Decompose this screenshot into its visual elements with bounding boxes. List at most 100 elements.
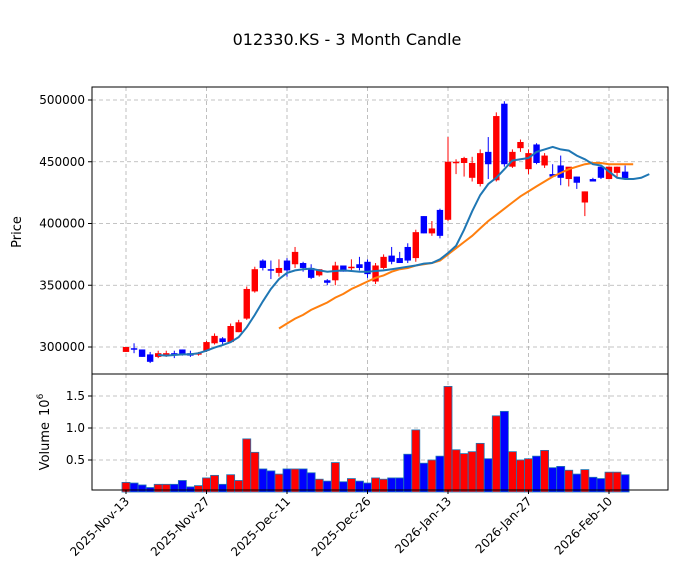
candle-body-up (412, 232, 419, 259)
candle-body-up (227, 326, 234, 343)
candle-body-up (211, 335, 218, 344)
volume-bar (177, 480, 187, 493)
candle-body-down (557, 165, 564, 178)
x-tick-label: 2025-Dec-26 (309, 494, 374, 559)
volume-tick-label: 1.0 (66, 421, 85, 435)
candle-body-up (477, 153, 484, 184)
candle-body-down (179, 349, 186, 355)
candle-body-up (468, 162, 476, 178)
candle-body-down (501, 103, 508, 165)
candle-body-down (396, 258, 403, 264)
volume-bar (169, 483, 179, 493)
volume-bar (467, 451, 477, 493)
candle-body-up (605, 166, 613, 180)
candle-body-up (316, 269, 323, 276)
candle-body-down (138, 349, 146, 357)
candle-body-up (565, 166, 572, 180)
volume-bar (306, 472, 316, 493)
volume-bar (499, 410, 509, 493)
volume-bar (524, 458, 533, 493)
volume-bars (121, 385, 630, 493)
volume-bar (330, 462, 340, 493)
volume-bar (516, 459, 525, 493)
volume-bar (620, 474, 630, 493)
volume-bar (274, 473, 284, 493)
candle-body-down (364, 261, 371, 275)
candle-body-down (621, 171, 629, 180)
volume-bar (210, 474, 219, 493)
candle-body-up (163, 353, 170, 355)
volume-bar (129, 482, 139, 493)
volume-tick-label: 0.5 (66, 453, 85, 467)
volume-bar (483, 458, 493, 493)
volume-bar (507, 451, 517, 493)
moving-average-long-line (278, 162, 634, 330)
volume-bar (604, 471, 614, 493)
x-tick-label: 2026-Feb-10 (552, 494, 615, 557)
candle-body-down (307, 267, 315, 278)
volume-axis-label: Volume106 (36, 393, 53, 470)
volume-bar (218, 483, 228, 493)
candle-body-down (356, 264, 363, 268)
candle-body-down (283, 260, 291, 271)
candle-body-up (460, 158, 468, 163)
candle-body-up (541, 155, 548, 166)
volume-bar (137, 484, 147, 493)
candle-body-down (299, 263, 307, 268)
candle-body-down (267, 269, 275, 271)
chart-title: 012330.KS - 3 Month Candle (233, 30, 462, 49)
x-tick-label: 2025-Nov-13 (67, 494, 132, 559)
price-tick-label: 500000 (39, 93, 85, 107)
volume-bar (491, 415, 501, 493)
volume-bar (250, 451, 260, 493)
candle-body-up (251, 269, 258, 292)
x-tick-label: 2026-Jan-13 (392, 494, 454, 556)
candle-body-down (171, 353, 178, 355)
candle-body-down (259, 260, 267, 268)
price-panel-frame (91, 86, 669, 375)
candle-body-up (235, 322, 242, 333)
candle-body-up (517, 141, 524, 149)
candle-body-down (533, 144, 540, 163)
price-y-axis: 300000 350000 400000 450000 500000 (39, 93, 92, 354)
volume-panel: 0.5 1.0 1.5 Volume106 (36, 373, 669, 493)
candle-body-up (509, 151, 516, 167)
candles (122, 101, 629, 364)
candle-body-down (436, 209, 444, 236)
volume-bar (282, 468, 292, 493)
candle-body-up (372, 265, 379, 282)
price-panel: 300000 350000 400000 450000 500000 Price (10, 86, 669, 375)
volume-bar (580, 469, 590, 493)
volume-bar (540, 449, 549, 493)
volume-bar (153, 483, 163, 493)
candle-body-down (420, 216, 428, 234)
volume-bar (419, 462, 429, 493)
candle-body-up (122, 347, 130, 352)
volume-bar (612, 471, 622, 493)
price-gridlines (92, 87, 668, 374)
candle-body-up (444, 161, 452, 220)
candle-body-up (428, 228, 436, 234)
candle-body-up (581, 191, 589, 203)
moving-average-short-line (158, 145, 650, 357)
candle-body-up (525, 153, 532, 170)
candle-body-down (485, 151, 492, 165)
price-tick-label: 400000 (39, 217, 85, 231)
volume-bar (451, 449, 461, 493)
candle-body-down (324, 280, 331, 283)
x-tick-label: 2025-Nov-27 (148, 494, 213, 559)
candle-body-up (452, 161, 460, 164)
candle-body-down (146, 354, 154, 362)
price-axis-label: Price (10, 216, 25, 248)
candle-body-down (130, 348, 138, 350)
volume-bar (564, 469, 574, 493)
candle-body-down (388, 255, 395, 262)
volume-bar (459, 453, 469, 493)
volume-bar (411, 429, 421, 493)
candle-body-down (404, 246, 411, 261)
volume-bar (427, 459, 437, 493)
volume-bar (290, 468, 300, 493)
volume-bar (161, 483, 171, 493)
candle-body-down (549, 174, 556, 177)
